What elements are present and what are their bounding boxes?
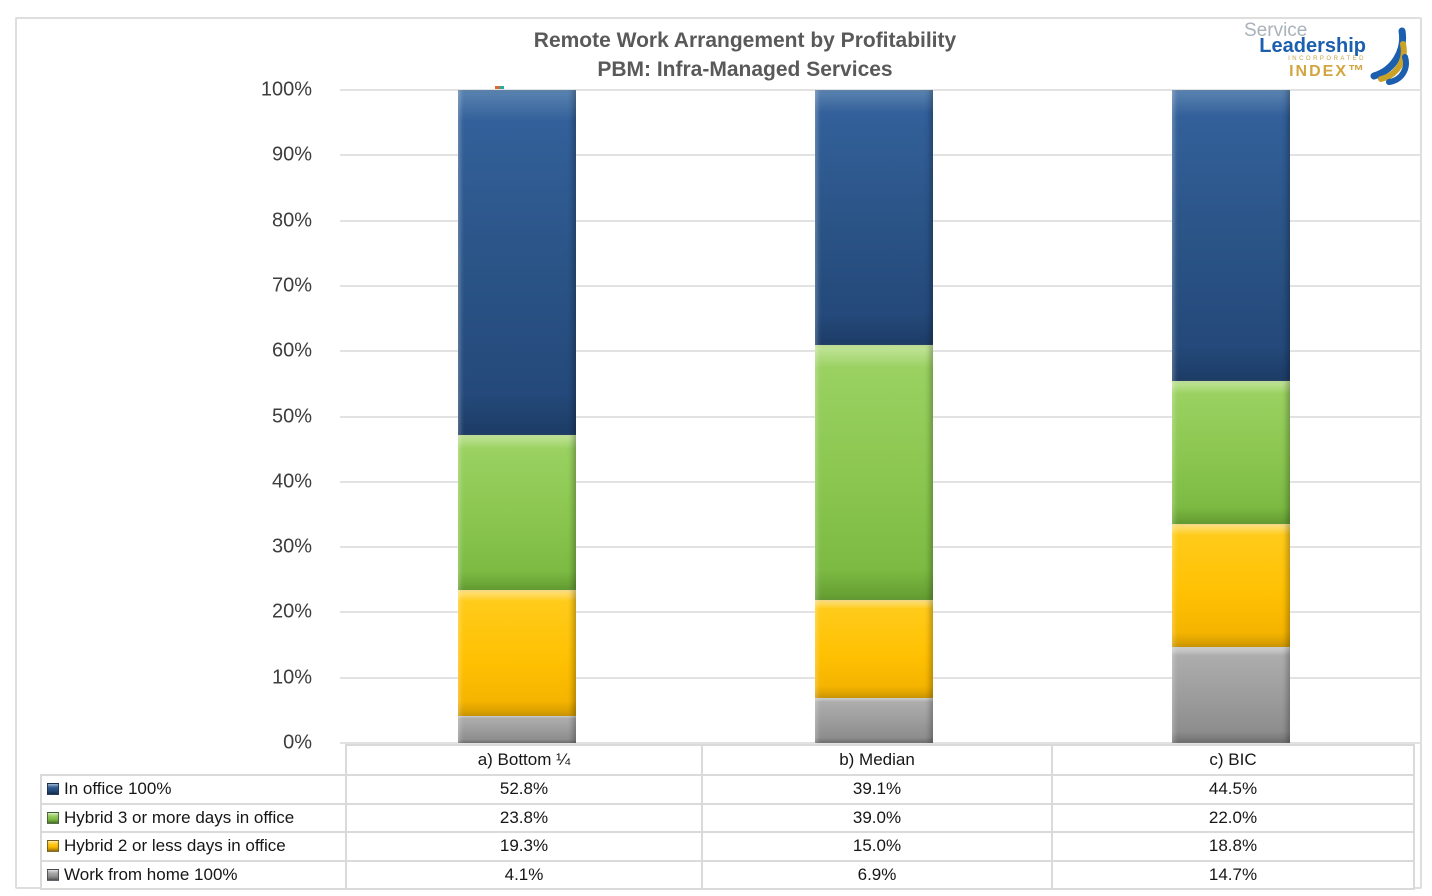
bar-segment-in-office [1172,90,1290,381]
data-table-body: a) Bottom ¼ b) Median c) BIC In office 100%… [40,744,1415,890]
bar-segment-hybrid-2 [815,600,933,698]
chart-title: Remote Work Arrangement by Profitability… [340,26,1150,84]
logo-text: Service Leadership INCORPORATED INDEX™ [1238,20,1366,80]
data-table: a) Bottom ¼ b) Median c) BIC In office 100%… [40,744,1415,890]
value-cell: 39.1% [701,774,1053,805]
y-tick-label: 90% [271,143,312,166]
legend-cell: Hybrid 3 or more days in office [40,802,347,833]
service-leadership-index-logo: Service Leadership INCORPORATED INDEX™ [1238,20,1414,94]
table-corner-cell [41,745,346,775]
legend-label: Work from home 100% [64,864,238,884]
value-cell: 44.5% [1051,774,1415,805]
bar-segment-hybrid-3 [458,434,576,591]
table-row: Hybrid 3 or more days in office 23.8% 39.0… [40,802,1415,833]
y-tick-label: 50% [271,405,312,427]
value-cell: 52.8% [345,774,703,805]
y-axis: 100% 90% 80% 70% 60% 50% 40% 30% 20% 10% 0% [226,79,312,754]
logo-word-index: INDEX™ [1289,63,1366,80]
y-tick-label: 100% [260,78,312,101]
table-row: Work from home 100% 4.1% 6.9% 14.7% [40,859,1415,890]
category-header-cell: c) BIC [1051,744,1415,776]
bar-segment-in-office [815,90,933,346]
y-tick-label: 0% [283,731,312,754]
swoosh-icon [1370,27,1409,85]
gridline [340,742,1421,744]
value-cell: 15.0% [701,831,1053,862]
bar-segment-in-office [458,90,576,435]
value-cell: 23.8% [345,802,703,833]
legend-cell: Work from home 100% [40,859,347,890]
gridline [340,89,1421,91]
legend-key-icon [47,783,59,796]
legend-label: Hybrid 3 or more days in office [64,807,295,827]
y-tick-label: 70% [271,274,312,297]
legend-label: Hybrid 2 or less days in office [64,836,286,856]
y-tick-label: 80% [271,209,312,232]
stacked-bar-3 [1172,90,1290,743]
logo-word-service: Service [1244,20,1308,41]
value-cell: 4.1% [345,859,703,890]
table-header-row: a) Bottom ¼ b) Median c) BIC [41,744,1415,776]
table-row: Hybrid 2 or less days in office 19.3% 15.0… [40,831,1415,862]
bar-segment-hybrid-2 [458,590,576,717]
stacked-bar-1 [458,90,576,743]
value-cell: 18.8% [1051,831,1415,862]
legend-key-icon [47,868,59,881]
bar-segment-hybrid-3 [815,345,933,601]
bar-segment-hybrid-2 [1172,524,1290,648]
value-cell: 22.0% [1051,802,1415,833]
legend-label: In office 100% [64,779,172,799]
value-cell: 39.0% [701,802,1053,833]
value-cell: 14.7% [1051,859,1415,890]
bar-segment-wfh [458,716,576,743]
legend-key-icon [47,811,59,824]
bar-segment-hybrid-3 [1172,380,1290,525]
category-header-cell: b) Median [701,744,1053,776]
y-tick-label: 60% [271,339,312,362]
y-tick-label: 30% [271,535,312,558]
value-cell: 6.9% [701,859,1053,890]
y-tick-label: 10% [271,666,312,689]
logo-word-leadership: Leadership [1259,35,1366,57]
chart-title-line2: PBM: Infra-Managed Services [597,58,893,81]
value-cell: 19.3% [345,831,703,862]
stacked-bar-2 [815,90,933,743]
legend-key-icon [47,840,59,853]
plot-area [340,89,1421,744]
bar-segment-wfh [1172,647,1290,743]
bar-segment-wfh [815,697,933,743]
y-tick-label: 20% [271,600,312,623]
logo-word-incorporated: INCORPORATED [1288,56,1366,62]
category-header-cell: a) Bottom ¼ [345,744,703,776]
legend-cell: In office 100% [40,774,347,805]
y-tick-label: 40% [271,470,312,493]
table-row: In office 100% 52.8% 39.1% 44.5% [40,774,1415,805]
chart-title-line1: Remote Work Arrangement by Profitability [533,29,957,52]
legend-cell: Hybrid 2 or less days in office [40,831,347,862]
screen-artifact-dash [495,86,504,89]
